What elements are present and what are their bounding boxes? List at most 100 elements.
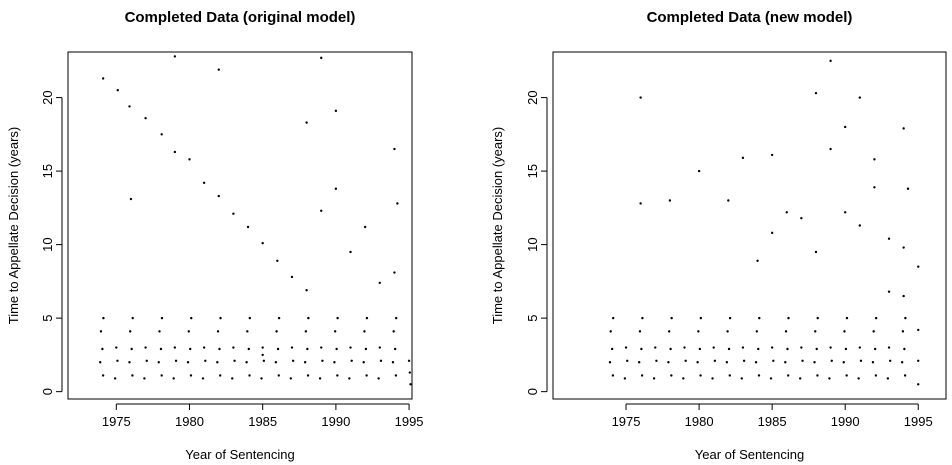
point bbox=[276, 259, 279, 262]
point bbox=[131, 374, 134, 377]
point bbox=[682, 377, 685, 380]
x-axis-label: Year of Sentencing bbox=[695, 447, 804, 462]
point bbox=[800, 216, 803, 220]
point bbox=[157, 361, 160, 364]
point bbox=[335, 347, 338, 351]
point bbox=[699, 374, 702, 377]
point bbox=[160, 374, 163, 377]
point bbox=[217, 68, 220, 71]
point bbox=[816, 374, 819, 377]
point bbox=[101, 374, 105, 377]
y-tick-label: 0 bbox=[525, 388, 540, 395]
point bbox=[814, 91, 818, 95]
point bbox=[396, 202, 399, 205]
point bbox=[887, 237, 891, 240]
point bbox=[217, 194, 220, 198]
point bbox=[772, 359, 775, 362]
point bbox=[334, 187, 338, 190]
y-axis-label: Time to Appellate Decision (years) bbox=[490, 127, 505, 325]
point bbox=[306, 374, 310, 377]
point bbox=[770, 231, 774, 235]
point bbox=[800, 346, 803, 349]
point bbox=[784, 361, 787, 364]
point bbox=[320, 209, 323, 212]
point bbox=[683, 346, 686, 349]
point bbox=[667, 361, 670, 364]
point bbox=[641, 316, 644, 320]
point bbox=[101, 347, 104, 351]
point bbox=[232, 346, 235, 349]
point bbox=[815, 347, 818, 351]
point bbox=[740, 377, 743, 380]
point bbox=[349, 250, 352, 254]
point bbox=[102, 316, 105, 320]
point bbox=[858, 96, 862, 99]
point bbox=[639, 96, 642, 99]
point bbox=[698, 347, 702, 351]
point bbox=[274, 361, 278, 364]
point bbox=[609, 330, 612, 333]
point bbox=[232, 212, 235, 215]
point bbox=[219, 374, 222, 377]
point bbox=[409, 383, 412, 386]
point bbox=[365, 374, 368, 377]
point bbox=[655, 359, 658, 362]
point bbox=[901, 330, 905, 333]
point bbox=[903, 374, 907, 377]
point bbox=[392, 330, 395, 333]
point bbox=[904, 316, 907, 320]
point bbox=[755, 330, 759, 333]
point bbox=[277, 316, 281, 320]
panel: Completed Data (original model) Year of S… bbox=[6, 9, 424, 462]
point bbox=[843, 330, 846, 333]
point bbox=[917, 359, 920, 362]
point bbox=[887, 346, 891, 349]
point bbox=[378, 281, 381, 285]
point bbox=[307, 316, 310, 320]
point bbox=[610, 347, 614, 351]
y-tick-label: 10 bbox=[525, 237, 540, 251]
x-tick-label: 1990 bbox=[831, 414, 860, 429]
x-tick-label: 1985 bbox=[248, 414, 277, 429]
point bbox=[204, 359, 207, 362]
y-axis-label: Time to Appellate Decision (years) bbox=[6, 127, 21, 325]
point bbox=[697, 330, 700, 333]
point bbox=[248, 374, 251, 377]
y-tick-label: 5 bbox=[40, 315, 55, 322]
point bbox=[349, 346, 352, 349]
point bbox=[887, 290, 891, 293]
point bbox=[260, 377, 263, 380]
point bbox=[202, 346, 206, 349]
point bbox=[173, 55, 177, 58]
point bbox=[186, 361, 190, 364]
point bbox=[757, 374, 761, 377]
point bbox=[770, 346, 774, 349]
point bbox=[813, 361, 816, 364]
point bbox=[350, 359, 353, 362]
point bbox=[394, 316, 398, 320]
y-tick-label: 10 bbox=[40, 237, 55, 251]
point bbox=[784, 330, 788, 333]
point bbox=[684, 359, 687, 362]
point bbox=[696, 361, 699, 364]
y-tick-label: 20 bbox=[40, 90, 55, 104]
point bbox=[829, 346, 832, 349]
point bbox=[333, 361, 336, 364]
point bbox=[741, 346, 745, 349]
point bbox=[129, 330, 132, 333]
point bbox=[697, 169, 701, 173]
point bbox=[727, 347, 731, 351]
point bbox=[304, 330, 308, 333]
point bbox=[858, 224, 862, 227]
point bbox=[334, 109, 338, 113]
point bbox=[611, 374, 615, 377]
point bbox=[873, 347, 877, 351]
point bbox=[201, 377, 205, 380]
point bbox=[99, 361, 102, 364]
point bbox=[903, 347, 906, 351]
point bbox=[261, 353, 264, 357]
point bbox=[758, 316, 761, 320]
point bbox=[362, 361, 365, 364]
point bbox=[756, 259, 759, 262]
